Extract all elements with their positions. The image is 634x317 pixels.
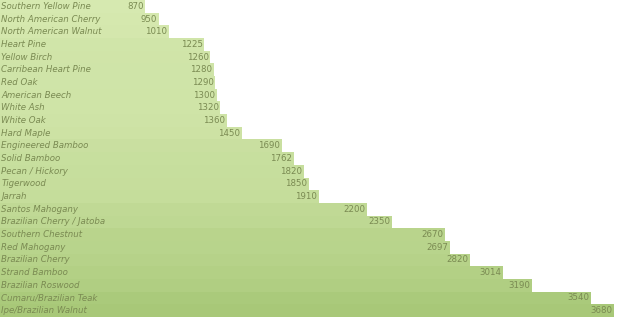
Bar — [0, 292, 591, 304]
Text: 1450: 1450 — [218, 129, 240, 138]
Bar — [0, 203, 367, 216]
Text: Brazilian Roswood: Brazilian Roswood — [1, 281, 80, 290]
Text: Heart Pine: Heart Pine — [1, 40, 46, 49]
Text: 3190: 3190 — [508, 281, 531, 290]
Bar — [0, 51, 210, 63]
Bar — [0, 304, 614, 317]
Text: Southern Yellow Pine: Southern Yellow Pine — [1, 2, 91, 11]
Text: 1690: 1690 — [259, 141, 280, 150]
Text: North American Walnut: North American Walnut — [1, 27, 102, 36]
Text: 2820: 2820 — [447, 256, 469, 264]
Bar — [0, 266, 503, 279]
Bar — [0, 63, 214, 76]
Bar — [0, 254, 470, 266]
Text: 1820: 1820 — [280, 167, 302, 176]
Bar — [0, 114, 227, 127]
Text: White Oak: White Oak — [1, 116, 46, 125]
Text: American Beech: American Beech — [1, 91, 72, 100]
Text: 3540: 3540 — [567, 294, 589, 302]
Text: Carribean Heart Pine: Carribean Heart Pine — [1, 65, 91, 74]
Text: Santos Mahogany: Santos Mahogany — [1, 205, 79, 214]
Text: 1280: 1280 — [190, 65, 212, 74]
Bar — [0, 152, 294, 165]
Text: 870: 870 — [127, 2, 143, 11]
Text: 1762: 1762 — [270, 154, 292, 163]
Text: 2350: 2350 — [368, 217, 391, 226]
Bar — [0, 0, 145, 13]
Bar — [0, 25, 169, 38]
Text: Brazilian Cherry: Brazilian Cherry — [1, 256, 70, 264]
Bar — [0, 13, 158, 25]
Bar — [0, 165, 304, 178]
Text: 1320: 1320 — [197, 103, 219, 112]
Text: 2697: 2697 — [427, 243, 448, 252]
Bar — [0, 228, 446, 241]
Text: 2200: 2200 — [344, 205, 365, 214]
Text: 1225: 1225 — [181, 40, 203, 49]
Bar — [0, 101, 220, 114]
Text: Tigerwood: Tigerwood — [1, 179, 46, 188]
Text: 1260: 1260 — [186, 53, 209, 61]
Text: North American Cherry: North American Cherry — [1, 15, 101, 23]
Bar — [0, 89, 217, 101]
Text: 1010: 1010 — [145, 27, 167, 36]
Text: Engineered Bamboo: Engineered Bamboo — [1, 141, 89, 150]
Text: 1300: 1300 — [193, 91, 215, 100]
Text: Yellow Birch: Yellow Birch — [1, 53, 53, 61]
Text: Brazilian Cherry / Jatoba: Brazilian Cherry / Jatoba — [1, 217, 105, 226]
Text: 1290: 1290 — [191, 78, 214, 87]
Text: 3014: 3014 — [479, 268, 501, 277]
Bar — [0, 241, 450, 254]
Bar — [0, 216, 392, 228]
Text: Ipe/Brazilian Walnut: Ipe/Brazilian Walnut — [1, 306, 87, 315]
Text: 3680: 3680 — [590, 306, 612, 315]
Text: Southern Chestnut: Southern Chestnut — [1, 230, 82, 239]
Bar — [0, 38, 204, 51]
Text: Hard Maple: Hard Maple — [1, 129, 51, 138]
Text: 1910: 1910 — [295, 192, 317, 201]
Text: Red Oak: Red Oak — [1, 78, 38, 87]
Bar — [0, 190, 319, 203]
Bar — [0, 127, 242, 139]
Text: White Ash: White Ash — [1, 103, 45, 112]
Bar — [0, 76, 215, 89]
Text: 1360: 1360 — [204, 116, 225, 125]
Text: 1850: 1850 — [285, 179, 307, 188]
Bar — [0, 279, 532, 292]
Text: Strand Bamboo: Strand Bamboo — [1, 268, 68, 277]
Text: Pecan / Hickory: Pecan / Hickory — [1, 167, 68, 176]
Text: 950: 950 — [141, 15, 157, 23]
Text: Cumaru/Brazilian Teak: Cumaru/Brazilian Teak — [1, 294, 98, 302]
Text: Jarrah: Jarrah — [1, 192, 27, 201]
Text: Solid Bamboo: Solid Bamboo — [1, 154, 61, 163]
Text: 2670: 2670 — [422, 230, 444, 239]
Text: Red Mahogany: Red Mahogany — [1, 243, 66, 252]
Bar — [0, 139, 282, 152]
Bar — [0, 178, 309, 190]
